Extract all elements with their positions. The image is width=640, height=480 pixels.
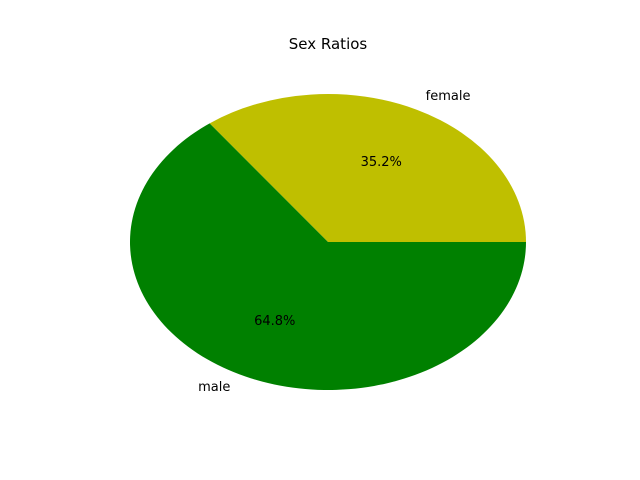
pie-slice-male <box>130 123 527 390</box>
slice-percent-female: 35.2% <box>361 155 402 170</box>
pie-slices <box>130 94 527 390</box>
pie-labels: female 35.2% male 64.8% <box>198 89 470 395</box>
slice-percent-male: 64.8% <box>254 314 295 329</box>
slice-label-male: male <box>198 380 230 395</box>
slice-label-female: female <box>426 89 471 104</box>
chart-title: Sex Ratios <box>289 35 368 53</box>
pie-slice-female <box>209 94 526 242</box>
